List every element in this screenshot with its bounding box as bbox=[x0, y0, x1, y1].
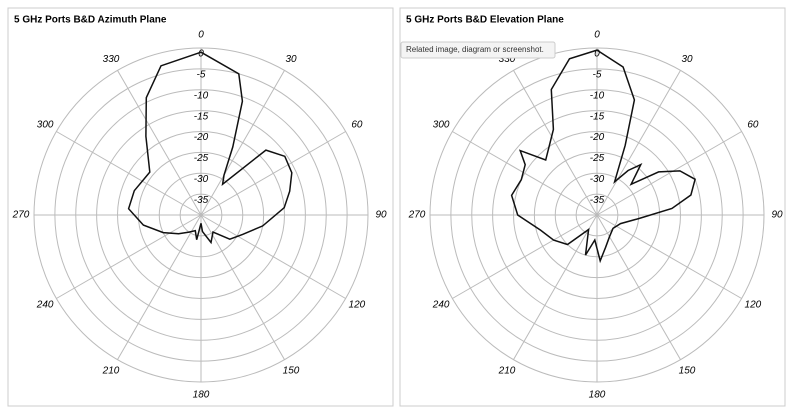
r-tick-label: -35 bbox=[194, 195, 209, 206]
r-tick-label: -20 bbox=[590, 132, 605, 143]
theta-tick-label: 120 bbox=[745, 300, 762, 311]
r-tick-label: -10 bbox=[590, 90, 605, 101]
chart-title: 5 GHz Ports B&D Azimuth Plane bbox=[14, 15, 167, 26]
theta-tick-label: 270 bbox=[408, 210, 426, 221]
theta-tick-label: 180 bbox=[193, 390, 210, 401]
grid-spoke bbox=[56, 131, 202, 216]
theta-tick-label: 30 bbox=[285, 54, 297, 65]
theta-tick-label: 180 bbox=[589, 390, 606, 401]
grid-spoke bbox=[513, 70, 598, 216]
r-tick-label: -5 bbox=[197, 70, 206, 81]
r-tick-label: -20 bbox=[194, 132, 209, 143]
r-tick-label: -15 bbox=[194, 111, 209, 122]
r-tick-label: -25 bbox=[590, 153, 605, 164]
theta-tick-label: 0 bbox=[594, 30, 600, 41]
grid-spoke bbox=[117, 214, 202, 360]
grid-spoke bbox=[56, 214, 202, 299]
pattern-line bbox=[510, 49, 696, 264]
grid-spoke bbox=[596, 70, 681, 216]
r-tick-label: -10 bbox=[194, 90, 209, 101]
grid-spoke bbox=[452, 214, 598, 299]
theta-tick-label: 330 bbox=[499, 54, 516, 65]
pattern-line bbox=[127, 51, 293, 245]
theta-tick-label: 150 bbox=[283, 366, 300, 377]
grid-spoke bbox=[200, 214, 346, 299]
theta-tick-label: 30 bbox=[681, 54, 693, 65]
r-tick-label: -30 bbox=[194, 174, 209, 185]
grid-spoke bbox=[452, 131, 598, 216]
grid-spoke bbox=[200, 214, 285, 360]
grid-spoke bbox=[117, 70, 202, 216]
r-tick-label: -35 bbox=[590, 195, 605, 206]
theta-tick-label: 300 bbox=[433, 120, 450, 131]
chart-title: 5 GHz Ports B&D Elevation Plane bbox=[406, 15, 564, 26]
grid-spoke bbox=[200, 131, 346, 216]
theta-tick-label: 210 bbox=[102, 366, 120, 377]
theta-tick-label: 60 bbox=[747, 120, 759, 131]
r-tick-label: -25 bbox=[194, 153, 209, 164]
tooltip-box bbox=[400, 41, 556, 59]
theta-tick-label: 0 bbox=[198, 30, 204, 41]
grid-spoke bbox=[200, 70, 285, 216]
theta-tick-label: 330 bbox=[103, 54, 120, 65]
grid-spoke bbox=[596, 214, 681, 360]
grid-spoke bbox=[513, 214, 598, 360]
theta-tick-label: 210 bbox=[498, 366, 516, 377]
theta-tick-label: 240 bbox=[36, 300, 54, 311]
r-tick-label: 0 bbox=[198, 49, 204, 60]
theta-tick-label: 150 bbox=[679, 366, 696, 377]
r-tick-label: -5 bbox=[593, 70, 602, 81]
theta-tick-label: 120 bbox=[349, 300, 366, 311]
theta-tick-label: 300 bbox=[37, 120, 54, 131]
r-tick-label: -15 bbox=[590, 111, 605, 122]
r-tick-label: -30 bbox=[590, 174, 605, 185]
tooltip: Related image, diagram or screenshot. bbox=[406, 45, 544, 54]
grid-spoke bbox=[596, 214, 742, 299]
theta-tick-label: 60 bbox=[351, 120, 363, 131]
theta-tick-label: 90 bbox=[771, 210, 783, 221]
theta-tick-label: 240 bbox=[432, 300, 450, 311]
theta-tick-label: 270 bbox=[12, 210, 30, 221]
grid-spoke bbox=[596, 131, 742, 216]
r-tick-label: 0 bbox=[594, 49, 600, 60]
theta-tick-label: 90 bbox=[375, 210, 387, 221]
